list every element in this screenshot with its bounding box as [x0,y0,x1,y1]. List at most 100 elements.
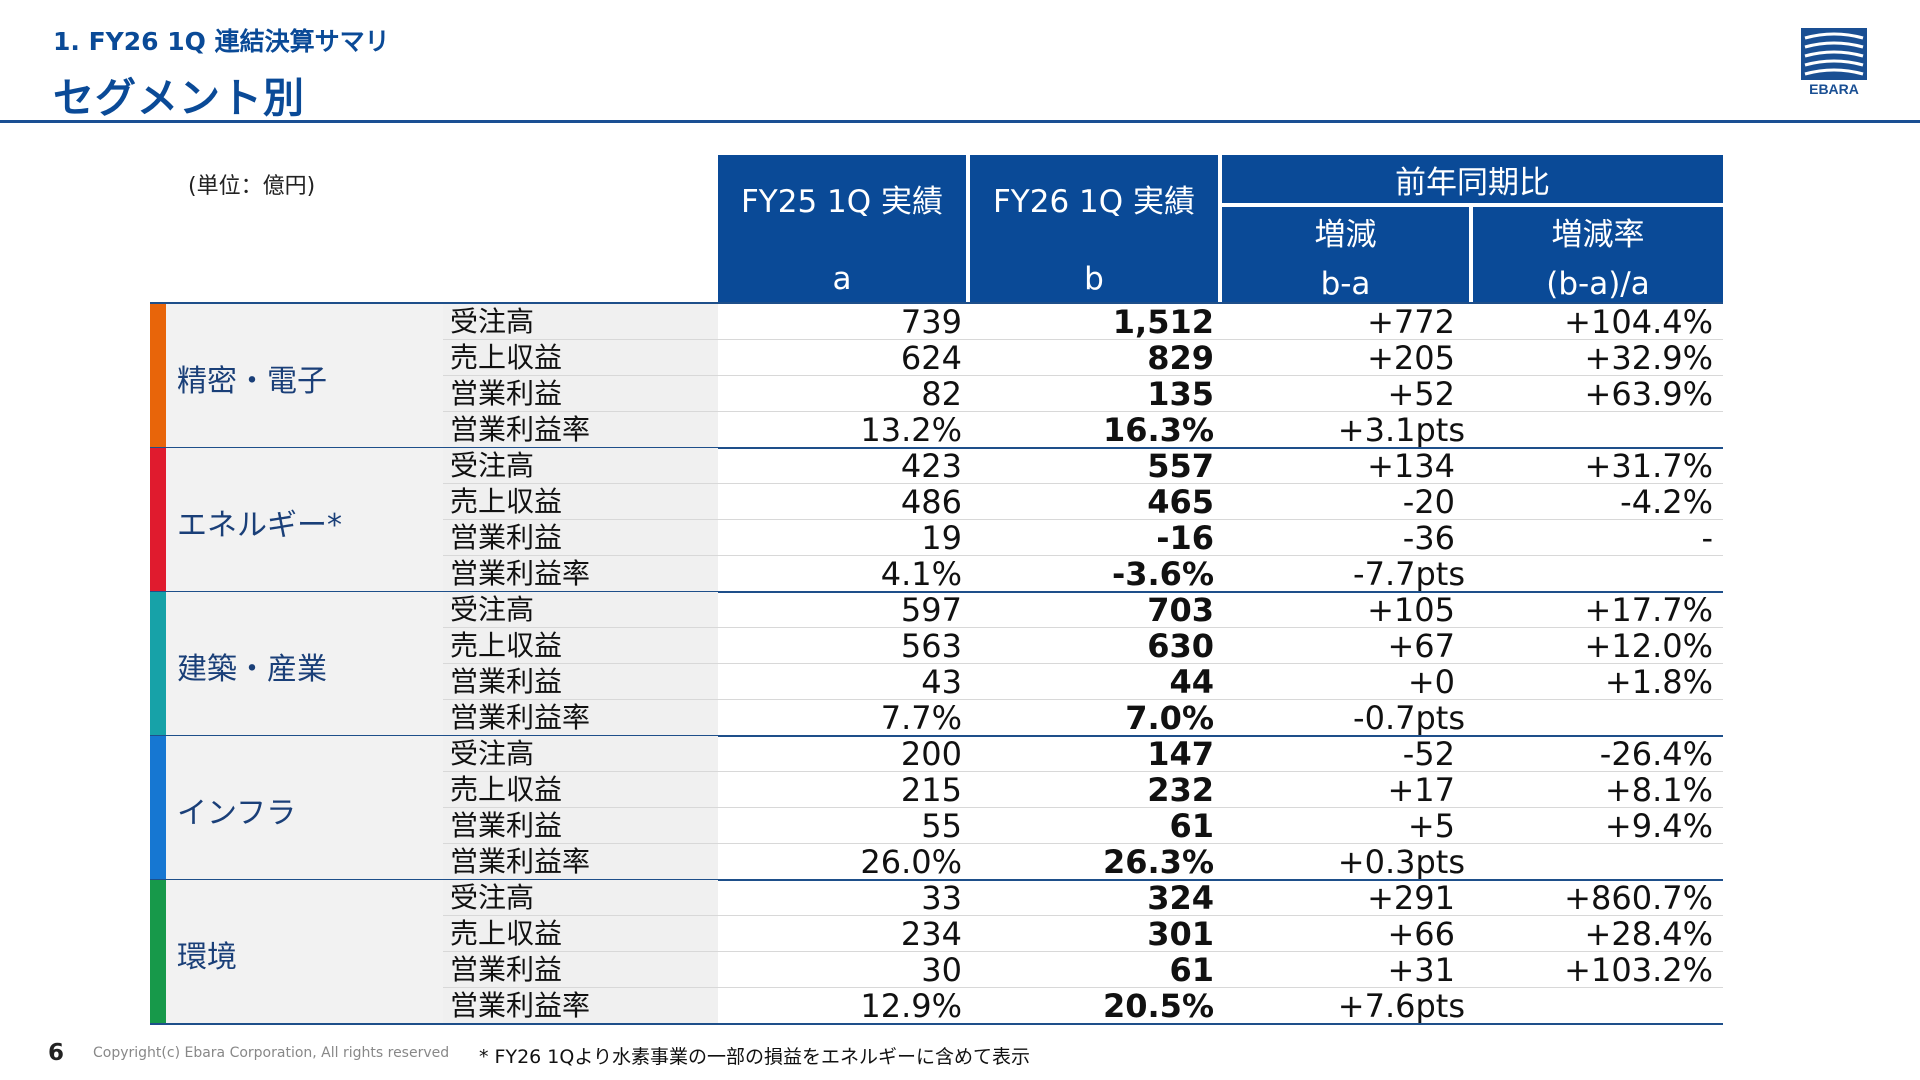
row-divider [443,555,1723,556]
label-band [443,592,718,736]
row-label: 売上収益 [450,341,563,374]
label-band [443,304,718,448]
segment-background [166,880,443,1024]
cell-rate: +32.9% [1584,339,1713,377]
header-fy25: FY25 1Q 実績 a [718,155,968,303]
row-label: 受注高 [450,449,535,482]
cell-diff: +7.6pts [1337,987,1465,1025]
segment-divider [150,879,1723,881]
cell-rate: - [1701,519,1713,557]
cell-b: 7.0% [1125,699,1214,737]
cell-diff: +772 [1367,303,1455,341]
row-divider [443,663,1723,664]
row-divider [443,411,1723,412]
cell-b: 61 [1169,951,1214,989]
cell-b: 829 [1147,339,1214,377]
unit-note: (単位：億円) [188,174,316,199]
segment-divider [150,447,1723,449]
segment-name: 建築・産業 [177,652,327,687]
cell-rate: +28.4% [1584,915,1713,953]
cell-rate: +9.4% [1604,807,1713,845]
row-divider [443,915,1723,916]
cell-b: 147 [1147,735,1214,773]
cell-rate: +104.4% [1564,303,1713,341]
cell-b: 324 [1147,879,1214,917]
header-yoy: 前年同期比 [1222,155,1723,205]
cell-a: 200 [900,735,962,773]
row-label: 営業利益率 [450,557,591,590]
segment-name: 精密・電子 [177,364,327,399]
table-top-rule [150,302,1723,304]
row-label: 営業利益 [450,521,563,554]
cell-rate: +17.7% [1584,591,1713,629]
cell-a: 234 [900,915,962,953]
row-divider [443,699,1723,700]
row-label: 営業利益 [450,665,563,698]
cell-diff: +134 [1367,447,1455,485]
row-label: 受注高 [450,881,535,914]
cell-diff: +291 [1367,879,1455,917]
cell-a: 624 [900,339,962,377]
row-label: 売上収益 [450,917,563,950]
cell-a: 55 [921,807,962,845]
cell-diff: +67 [1387,627,1455,665]
header-fy25-sub: a [832,260,852,297]
cell-b: 135 [1147,375,1214,413]
segment-background [166,736,443,880]
cell-a: 30 [921,951,962,989]
header-diff: 増減 b-a [1222,207,1471,303]
cell-rate: +103.2% [1564,951,1713,989]
segment-name: エネルギー* [177,508,342,543]
row-divider [443,951,1723,952]
row-label: 売上収益 [450,773,563,806]
cell-diff: -36 [1402,519,1455,557]
cell-b: 1,512 [1112,303,1214,341]
header-diff-label: 増減 [1314,216,1377,253]
cell-diff: +5 [1407,807,1455,845]
cell-rate: +31.7% [1584,447,1713,485]
row-label: 営業利益率 [450,413,591,446]
segment-color-bar [150,880,166,1024]
cell-a: 33 [921,879,962,917]
cell-b: 26.3% [1102,843,1214,881]
cell-rate: +8.1% [1604,771,1713,809]
cell-a: 12.9% [860,987,962,1025]
cell-rate: +12.0% [1584,627,1713,665]
cell-a: 215 [900,771,962,809]
row-label: 売上収益 [450,629,563,662]
row-divider [443,375,1723,376]
header-rate: 増減率 (b-a)/a [1473,207,1723,303]
row-divider [443,843,1723,844]
cell-diff: +0 [1407,663,1455,701]
cell-rate: -26.4% [1599,735,1713,773]
cell-diff: +66 [1387,915,1455,953]
cell-a: 19 [921,519,962,557]
cell-b: 61 [1169,807,1214,845]
row-divider [443,519,1723,520]
row-label: 受注高 [450,593,535,626]
footnote: * FY26 1Qより水素事業の一部の損益をエネルギーに含めて表示 [479,1046,1030,1068]
cell-a: 7.7% [880,699,962,737]
cell-diff: -0.7pts [1353,699,1465,737]
row-divider [443,987,1723,988]
row-divider [443,339,1723,340]
header-rate-label: 増減率 [1551,216,1645,253]
cell-b: 44 [1169,663,1214,701]
segment-color-bar [150,448,166,592]
segment-name: インフラ [177,796,297,831]
header-fy26: FY26 1Q 実績 b [970,155,1220,303]
cell-a: 423 [900,447,962,485]
row-label: 営業利益 [450,377,563,410]
cell-rate: -4.2% [1620,483,1713,521]
cell-a: 597 [900,591,962,629]
row-label: 営業利益率 [450,701,591,734]
row-divider [443,627,1723,628]
copyright: Copyright(c) Ebara Corporation, All righ… [93,1045,450,1061]
row-label: 受注高 [450,737,535,770]
row-divider [443,771,1723,772]
header-diff-sub: b-a [1320,265,1371,302]
cell-rate: +860.7% [1564,879,1713,917]
cell-diff: +3.1pts [1337,411,1465,449]
cell-diff: -7.7pts [1353,555,1465,593]
header-fy26-label: FY26 1Q 実績 [992,183,1196,220]
